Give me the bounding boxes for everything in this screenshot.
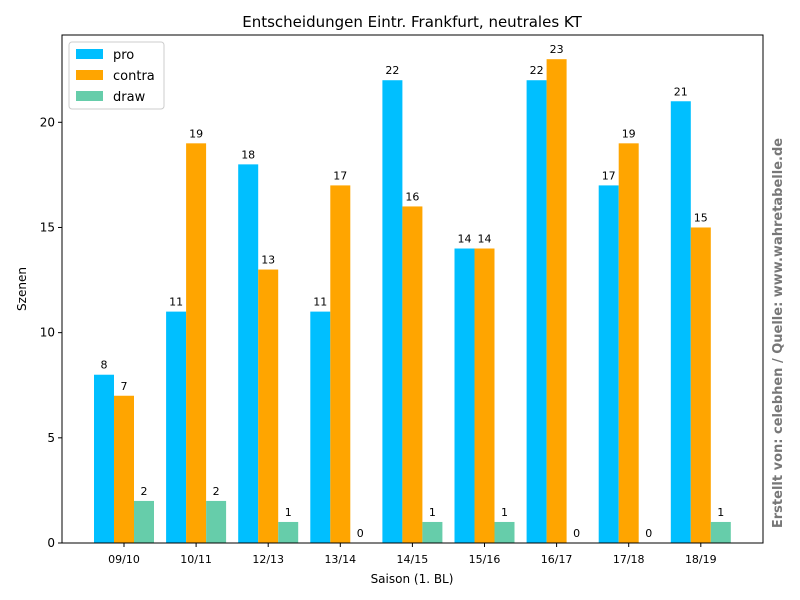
bar-pro-16-17: [526, 80, 547, 543]
legend-swatch-draw: [76, 91, 103, 101]
legend-label-contra: contra: [113, 69, 155, 84]
data-label-draw-13-14: 0: [357, 527, 364, 540]
y-tick-label: 15: [40, 220, 55, 234]
data-label-draw-15-16: 1: [501, 506, 508, 519]
x-tick-label: 13/14: [324, 553, 356, 566]
data-label-contra-17-18: 19: [622, 127, 636, 140]
data-label-contra-18-19: 15: [694, 211, 708, 224]
bar-contra-14-15: [402, 206, 423, 543]
data-label-draw-16-17: 0: [573, 527, 580, 540]
bar-pro-12-13: [238, 164, 259, 543]
bar-pro-18-19: [670, 101, 691, 543]
bar-contra-10-11: [186, 143, 207, 543]
chart-title: Entscheidungen Eintr. Frankfurt, neutral…: [242, 13, 582, 31]
data-label-contra-15-16: 14: [478, 233, 492, 246]
x-tick-label: 12/13: [252, 553, 284, 566]
bar-contra-17-18: [618, 143, 639, 543]
bar-pro-15-16: [454, 248, 475, 543]
bar-draw-15-16: [494, 521, 515, 543]
x-axis-label: Saison (1. BL): [371, 572, 454, 586]
data-label-pro-15-16: 14: [458, 233, 472, 246]
data-label-pro-10-11: 11: [169, 296, 183, 309]
data-label-contra-09-10: 7: [121, 380, 128, 393]
x-tick-label: 15/16: [469, 553, 501, 566]
data-label-contra-16-17: 23: [550, 43, 564, 56]
bar-contra-12-13: [258, 269, 279, 543]
data-label-pro-12-13: 18: [241, 148, 255, 161]
legend-label-pro: pro: [113, 48, 134, 63]
data-label-contra-14-15: 16: [405, 190, 419, 203]
data-label-draw-09-10: 2: [141, 485, 148, 498]
bar-pro-14-15: [382, 80, 403, 543]
bar-contra-16-17: [546, 59, 567, 543]
data-label-pro-18-19: 21: [674, 85, 688, 98]
legend: pro contra draw: [68, 41, 165, 110]
legend-label-draw: draw: [113, 90, 146, 105]
data-label-pro-13-14: 11: [313, 296, 327, 309]
bar-pro-10-11: [166, 311, 187, 543]
data-label-draw-18-19: 1: [717, 506, 724, 519]
bar-draw-14-15: [422, 521, 443, 543]
x-tick-label: 10/11: [180, 553, 212, 566]
bar-pro-09-10: [94, 374, 114, 543]
bar-draw-12-13: [278, 521, 299, 543]
data-label-pro-09-10: 8: [101, 359, 108, 372]
x-tick-label: 14/15: [397, 553, 429, 566]
x-tick-label: 18/19: [685, 553, 717, 566]
y-axis-label: Szenen: [15, 267, 29, 311]
data-label-draw-14-15: 1: [429, 506, 436, 519]
credit-text: Erstellt von: celebhen / Quelle: www.wah…: [771, 138, 786, 528]
bar-pro-17-18: [598, 185, 619, 543]
data-label-pro-14-15: 22: [385, 64, 399, 77]
data-label-draw-12-13: 1: [285, 506, 292, 519]
data-label-contra-13-14: 17: [333, 169, 347, 182]
x-tick-label: 09/10: [108, 553, 140, 566]
bar-draw-10-11: [206, 500, 227, 543]
x-tick-label: 16/17: [541, 553, 573, 566]
y-tick-label: 0: [47, 536, 55, 550]
data-label-draw-10-11: 2: [213, 485, 220, 498]
y-tick-label: 20: [40, 115, 55, 129]
bar-pro-13-14: [310, 311, 331, 543]
data-label-contra-12-13: 13: [261, 254, 275, 267]
bar-contra-09-10: [114, 395, 134, 543]
bar-draw-09-10: [134, 500, 154, 543]
legend-swatch-contra: [76, 70, 103, 80]
data-label-pro-17-18: 17: [602, 169, 616, 182]
bar-contra-18-19: [690, 227, 711, 543]
data-label-contra-10-11: 19: [189, 127, 203, 140]
y-tick-label: 5: [47, 431, 55, 445]
data-label-draw-17-18: 0: [645, 527, 652, 540]
legend-swatch-pro: [76, 49, 103, 59]
bar-draw-18-19: [710, 521, 731, 543]
x-tick-label: 17/18: [613, 553, 645, 566]
bar-contra-13-14: [330, 185, 351, 543]
bar-contra-15-16: [474, 248, 495, 543]
data-label-pro-16-17: 22: [530, 64, 544, 77]
y-tick-label: 10: [40, 326, 55, 340]
